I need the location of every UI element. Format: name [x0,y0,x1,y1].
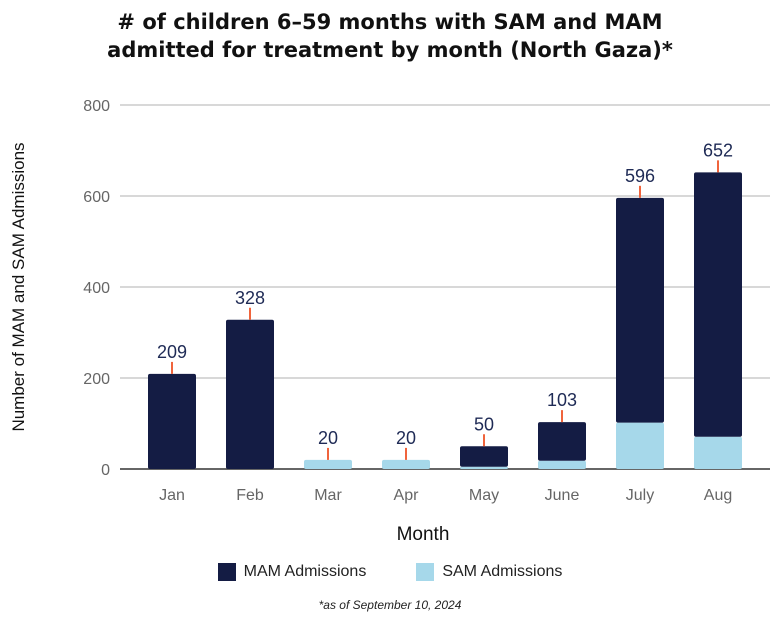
y-tick-label: 0 [101,462,110,479]
data-label: 20 [396,428,416,448]
data-label: 596 [625,166,655,186]
bar-mam [148,373,196,469]
legend-swatch [416,563,435,581]
title-line: admitted for treatment by month (North G… [107,38,673,62]
bar-mam [616,197,664,423]
bar-mam [226,319,274,469]
bar-sam [382,459,430,469]
data-label: 103 [547,390,577,410]
x-tick-label: Aug [704,487,732,504]
data-label: 209 [157,342,187,362]
legend-item-mam: MAM Admissions [217,563,367,581]
y-tick-label: 600 [83,189,110,206]
legend-swatch [217,563,236,581]
footnote: *as of September 10, 2024 [318,598,462,612]
data-label: 20 [318,428,338,448]
legend: MAM Admissions SAM Admissions [0,563,780,581]
data-label: 652 [703,140,733,160]
y-tick-label: 800 [83,98,110,115]
x-tick-label: Mar [314,487,342,504]
x-axis-label: Month [397,524,450,545]
x-tick-label: Jan [159,487,185,504]
y-tick-label: 200 [83,371,110,388]
y-axis-label: Number of MAM and SAM Admissions [9,142,28,431]
legend-label: SAM Admissions [442,563,563,580]
bar-sam [694,436,742,469]
plot-area: 0 200 400 600 800 209 Jan 328 Feb 20 Mar 20 Apr 50 May… [9,98,770,545]
x-tick-label: Feb [236,487,264,504]
x-tick-label: Apr [394,487,420,504]
bar-mam [538,422,586,461]
data-label: 328 [235,288,265,308]
x-tick-label: July [626,487,654,504]
bar-sam [616,422,664,469]
legend-label: MAM Admissions [243,563,367,580]
bar-sam [304,459,352,469]
y-tick-label: 400 [83,280,110,297]
bar-sam [538,460,586,469]
legend-item-sam: SAM Admissions [416,563,562,581]
x-tick-label: June [545,487,580,504]
data-label: 50 [474,414,494,434]
bar-mam [694,172,742,437]
bar-sam [460,466,508,469]
chart-title: # of children 6–59 months with SAM and M… [0,8,780,64]
title-line: # of children 6–59 months with SAM and M… [117,10,663,34]
bar-mam [460,446,508,467]
x-tick-label: May [469,487,499,504]
